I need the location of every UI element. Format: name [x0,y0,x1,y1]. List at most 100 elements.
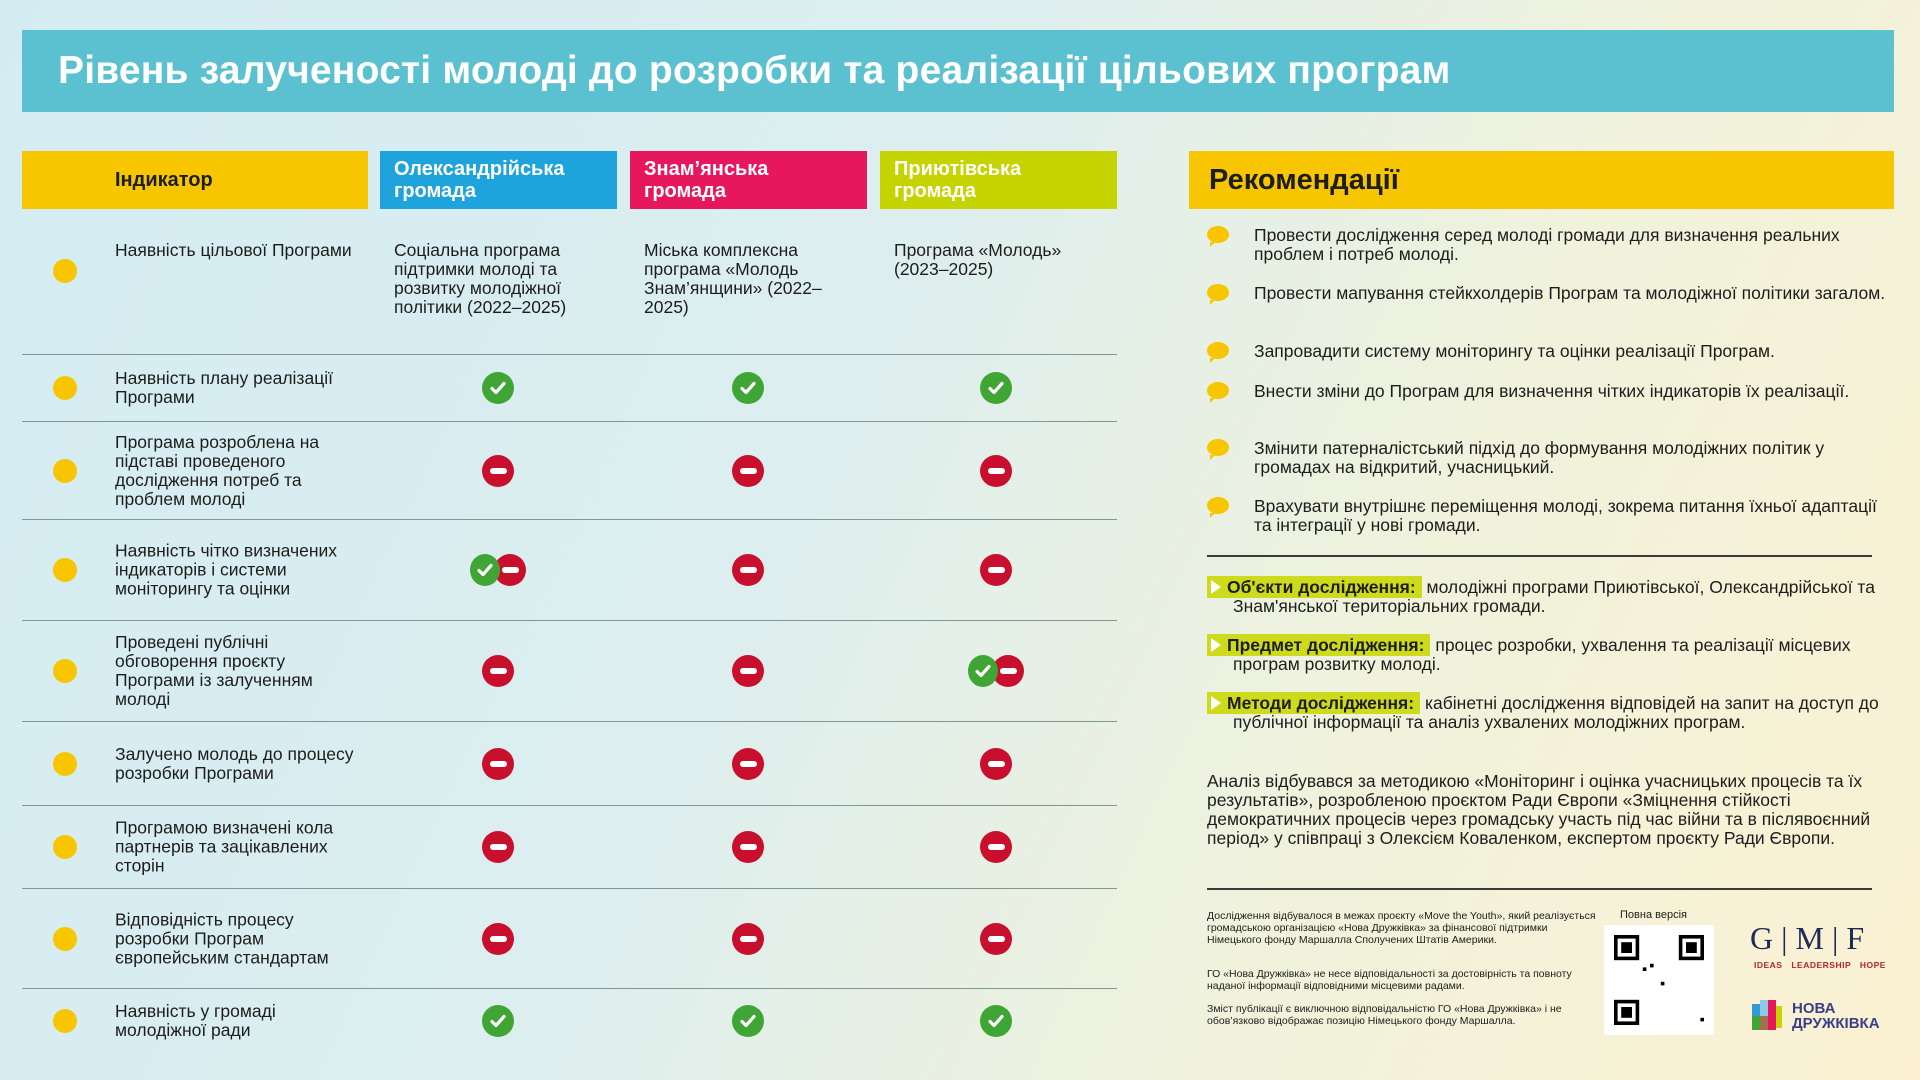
status-cell [980,454,1012,487]
nova-druzhkivka-logo: НОВА ДРУЖКІВКА [1750,998,1882,1034]
speech-bubble-icon [1207,342,1229,363]
status-cell [732,1005,764,1037]
status-cell [732,831,764,863]
status-cell [482,922,514,955]
program-name: Програма «Молодь» (2023–2025) [894,240,1062,279]
speech-bubble-icon [1207,439,1229,460]
partial-icon [470,554,526,586]
recommendation-item: Змінити патерналістський підхід до форму… [1207,439,1887,477]
status-cell [980,922,1012,955]
footer-note: Зміст публікації є виключною відповідаль… [1207,1003,1562,1027]
minus-icon [732,747,764,780]
partial-icon [968,655,1024,687]
header-indicator: Індикатор [22,151,368,209]
table-row: Залучено молодь до процесу розробки Прог… [22,722,1117,806]
program-name: Соціальна програма підтримки молоді та р… [394,240,567,317]
indicator-label: Наявність чітко визначених індикаторів і… [115,540,338,599]
bullet-icon [53,659,77,683]
minus-icon [980,747,1012,780]
header-oleksandriiska: Олександрійська громада [380,151,617,209]
research-text: кабінетні дослідження відповідей на запи… [1233,693,1879,732]
research-text: процес розробки, ухвалення та реалізації… [1233,635,1851,674]
header-znamianska: Знам’янська громада [630,151,867,209]
minus-icon [732,554,764,586]
bullet-icon [53,751,77,776]
status-cell [980,1005,1012,1037]
table-row: Відповідність процесу розробки Програм є… [22,889,1117,989]
table-row: Наявність чітко визначених індикаторів і… [22,520,1117,621]
check-icon [732,1005,764,1037]
bullet-icon [53,835,77,859]
research-item: Предмет дослідження: процес розробки, ух… [1207,634,1887,674]
check-icon [482,1005,514,1037]
indicator-label: Наявність у громаді молодіжної ради [115,1001,276,1040]
status-cell [732,922,764,955]
footer-note: ГО «Нова Дружківка» не несе відповідальн… [1207,968,1572,992]
status-cell [732,454,764,487]
table-row: Програмою визначені кола партнерів та за… [22,806,1117,889]
status-cell [482,831,514,863]
status-cell [980,747,1012,780]
minus-icon [732,922,764,955]
minus-icon [980,554,1012,586]
status-cell [968,655,1024,687]
bullet-icon [53,558,77,582]
bullet-icon [53,1009,77,1033]
check-icon [470,554,500,586]
table-row: Проведені публічні обговорення проєкту П… [22,621,1117,722]
status-cell [980,372,1012,404]
minus-icon [732,655,764,687]
status-cell [732,747,764,780]
recommendation-item: Провести дослідження серед молоді громад… [1207,226,1887,264]
table-row: Програма розроблена на підставі проведен… [22,422,1117,520]
status-cell [732,554,764,586]
research-item: Об'єкти дослідження: молодіжні програми … [1207,576,1887,616]
indicator-label: Наявність плану реалізації Програми [115,368,333,407]
indicator-label: Програмою визначені кола партнерів та за… [115,817,334,876]
status-cell [482,1005,514,1037]
status-cell [470,554,526,586]
minus-icon [482,831,514,863]
footer-note: Дослідження відбувалося в межах проєкту … [1207,910,1596,946]
status-cell [732,372,764,404]
gmf-logo: G | M | F [1750,920,1865,956]
triangle-icon [1211,580,1221,594]
program-name: Міська комплексна програма «Молодь Знам’… [644,240,822,317]
status-cell [482,747,514,780]
recommendation-item: Внести зміни до Програм для визначення ч… [1207,382,1887,403]
status-cell [732,655,764,687]
minus-icon [732,831,764,863]
research-label: Предмет дослідження: [1207,634,1431,656]
page-title: Рівень залученості молоді до розробки та… [22,30,1894,112]
table-row: Наявність цільової Програми Соціальна про… [22,209,1117,355]
recommendations-title: Рекомендації [1189,151,1894,209]
recommendation-item: Провести мапування стейкхолдерів Програм… [1207,284,1887,305]
check-icon [980,1005,1012,1037]
gmf-tagline: IDEAS LEADERSHIP HOPE [1754,960,1886,970]
status-cell [482,372,514,404]
qr-code[interactable] [1604,925,1714,1035]
status-cell [980,554,1012,586]
check-icon [482,372,514,404]
speech-bubble-icon [1207,497,1229,518]
divider [1207,555,1872,557]
speech-bubble-icon [1207,226,1229,247]
indicator-label: Наявність цільової Програми [115,240,352,260]
qr-label: Повна версія [1620,909,1687,921]
divider [1207,888,1872,890]
analysis-text: Аналіз відбувався за методикою «Монітори… [1207,771,1871,848]
recommendation-item: Врахувати внутрішнє переміщення молоді, … [1207,497,1887,535]
indicator-label: Відповідність процесу розробки Програм є… [115,909,329,967]
recommendation-item: Запровадити систему моніторингу та оцінк… [1207,342,1887,363]
research-item: Методи дослідження: кабінетні дослідженн… [1207,692,1887,732]
table-row: Наявність плану реалізації Програми [22,355,1117,422]
status-cell [482,655,514,687]
check-icon [980,372,1012,404]
nova-druzhkivka-emblem-icon [1752,1000,1782,1030]
check-icon [968,655,998,687]
minus-icon [980,454,1012,487]
header-pryiutivska: Приютівська громада [880,151,1117,209]
table-row: Наявність у громаді молодіжної ради [22,989,1117,1053]
speech-bubble-icon [1207,382,1229,403]
minus-icon [482,655,514,687]
